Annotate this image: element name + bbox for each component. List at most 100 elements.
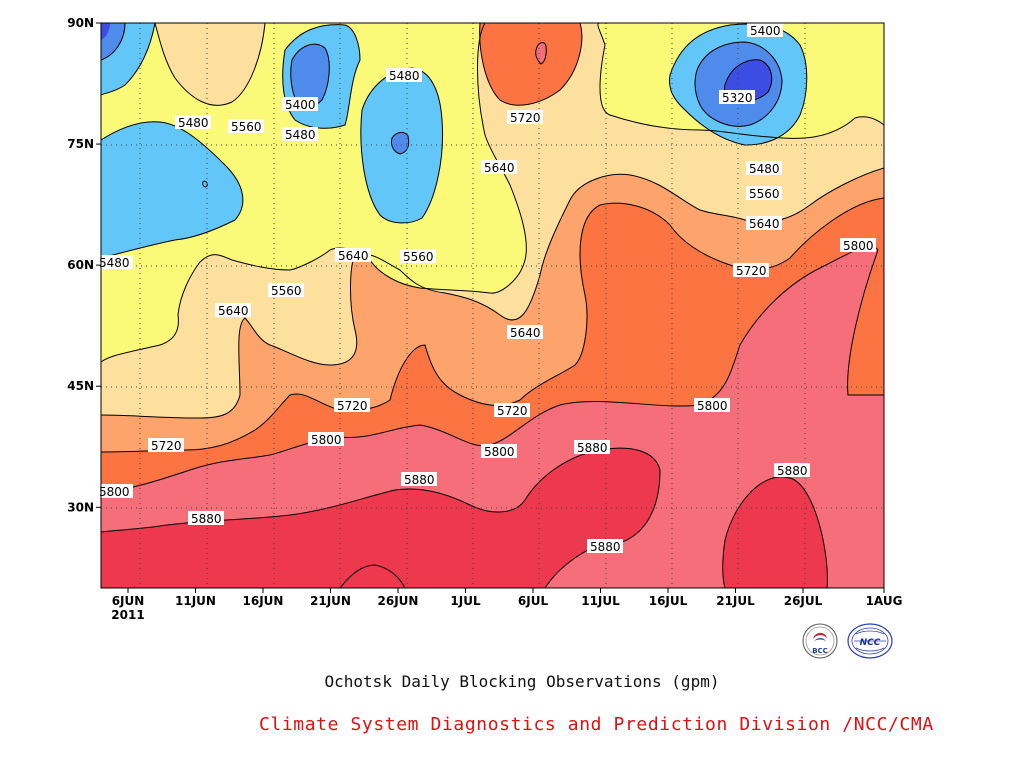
chart-title: Ochotsk Daily Blocking Observations (gpm…: [324, 672, 720, 691]
contour-label: 5400: [282, 97, 318, 112]
contour-label: 5800: [694, 398, 730, 413]
contour-line: [101, 23, 126, 61]
x-tick-label: 6JUN: [112, 594, 145, 608]
contour-line: [290, 43, 330, 107]
contour-label: 5720: [733, 263, 769, 278]
x-tick-label: 21JUL: [716, 594, 755, 608]
contour-line: [669, 23, 808, 146]
svg-text:5640: 5640: [218, 304, 249, 318]
svg-text:5720: 5720: [337, 399, 368, 413]
contour-label: 5560: [228, 119, 264, 134]
svg-text:5800: 5800: [99, 485, 130, 499]
contour-label: 5720: [334, 398, 370, 413]
contour-line: [339, 564, 406, 588]
svg-text:5640: 5640: [749, 217, 780, 231]
svg-text:BCC: BCC: [812, 647, 828, 655]
svg-text:5480: 5480: [749, 162, 780, 176]
band-5720-core: [479, 23, 582, 106]
x-tick-label: 1JUL: [450, 594, 481, 608]
contour-label: 5800: [840, 238, 876, 253]
contour-label: 5880: [574, 440, 610, 455]
x-tick-label: 11JUL: [581, 594, 620, 608]
svg-text:5560: 5560: [271, 284, 302, 298]
x-tick-label: 11JUN: [175, 594, 216, 608]
contour-line: [101, 245, 879, 493]
contour-label: 5720: [507, 110, 543, 125]
svg-text:5720: 5720: [151, 439, 182, 453]
band-5400-2: [391, 132, 409, 154]
contour-label: 5880: [587, 539, 623, 554]
svg-text:5880: 5880: [577, 441, 608, 455]
band-5880-island: [340, 565, 405, 588]
svg-text:5800: 5800: [843, 239, 874, 253]
y-tick-label: 60N: [67, 258, 94, 272]
svg-text:NCC: NCC: [860, 638, 881, 648]
svg-text:5720: 5720: [510, 111, 541, 125]
svg-text:5640: 5640: [338, 249, 369, 263]
contour-line: [535, 42, 547, 65]
contour-fill-layer: [101, 23, 884, 588]
contour-label: 5480: [746, 161, 782, 176]
contour-label: 5480: [386, 68, 422, 83]
y-axis: 30N 45N 60N 75N 90N: [67, 16, 101, 514]
svg-text:5480: 5480: [178, 116, 209, 130]
contour-line: [847, 249, 884, 396]
contour-line: [101, 167, 884, 419]
contour-line: [694, 41, 783, 127]
contour-line: [722, 476, 828, 588]
y-tick-label: 75N: [67, 137, 94, 151]
contour-label: 5560: [400, 249, 436, 264]
contour-line: [202, 180, 208, 188]
contour-line: [101, 447, 661, 588]
contour-labels: 5400 5480 5400 5320 5720 5480 5560 5480 …: [97, 23, 876, 554]
svg-text:5560: 5560: [231, 120, 262, 134]
y-tick-label: 30N: [67, 500, 94, 514]
contour-label: 5320: [719, 90, 755, 105]
contour-label: 5480: [175, 115, 211, 130]
contour-line: [101, 23, 156, 96]
band-5320-left: [101, 23, 110, 40]
y-tick-label: 45N: [67, 379, 94, 393]
x-year-label: 2011: [111, 608, 144, 622]
chart-credit: Climate System Diagnostics and Predictio…: [259, 714, 934, 735]
svg-text:5880: 5880: [777, 464, 808, 478]
contour-line: [101, 121, 244, 259]
contour-label: 5720: [148, 438, 184, 453]
svg-text:5720: 5720: [497, 404, 528, 418]
contour-label: 5800: [481, 444, 517, 459]
svg-text:5640: 5640: [484, 161, 515, 175]
svg-text:5480: 5480: [389, 69, 420, 83]
svg-text:5480: 5480: [285, 128, 316, 142]
band-5800-core: [535, 42, 547, 64]
svg-text:5560: 5560: [403, 250, 434, 264]
band-5400-1: [290, 44, 330, 107]
contour-label: 5880: [774, 463, 810, 478]
contour-label: 5480: [282, 127, 318, 142]
contour-label: 5640: [481, 160, 517, 175]
contour-label: 5880: [401, 472, 437, 487]
contour-label: 5640: [507, 325, 543, 340]
contour-label: 5800: [97, 484, 133, 499]
band-5560-top-left: [155, 23, 265, 106]
y-tick-label: 90N: [67, 16, 94, 30]
svg-text:5720: 5720: [736, 264, 767, 278]
contour-label: 5800: [308, 432, 344, 447]
contour-line: [282, 24, 361, 129]
svg-text:5880: 5880: [404, 473, 435, 487]
contour-label: 5720: [494, 403, 530, 418]
ncc-logo: NCC: [847, 623, 893, 659]
svg-text:5640: 5640: [510, 326, 541, 340]
svg-text:5800: 5800: [484, 445, 515, 459]
svg-text:5400: 5400: [750, 24, 781, 38]
svg-text:5320: 5320: [722, 91, 753, 105]
grid: [101, 23, 884, 588]
x-tick-label: 16JUN: [243, 594, 284, 608]
contour-label: 5640: [746, 216, 782, 231]
contour-line: [479, 23, 583, 106]
plot-frame: [100, 22, 885, 589]
contour-line: [597, 23, 884, 139]
svg-text:5800: 5800: [697, 399, 728, 413]
x-tick-label: 26JUN: [378, 594, 419, 608]
svg-text:5880: 5880: [191, 512, 222, 526]
